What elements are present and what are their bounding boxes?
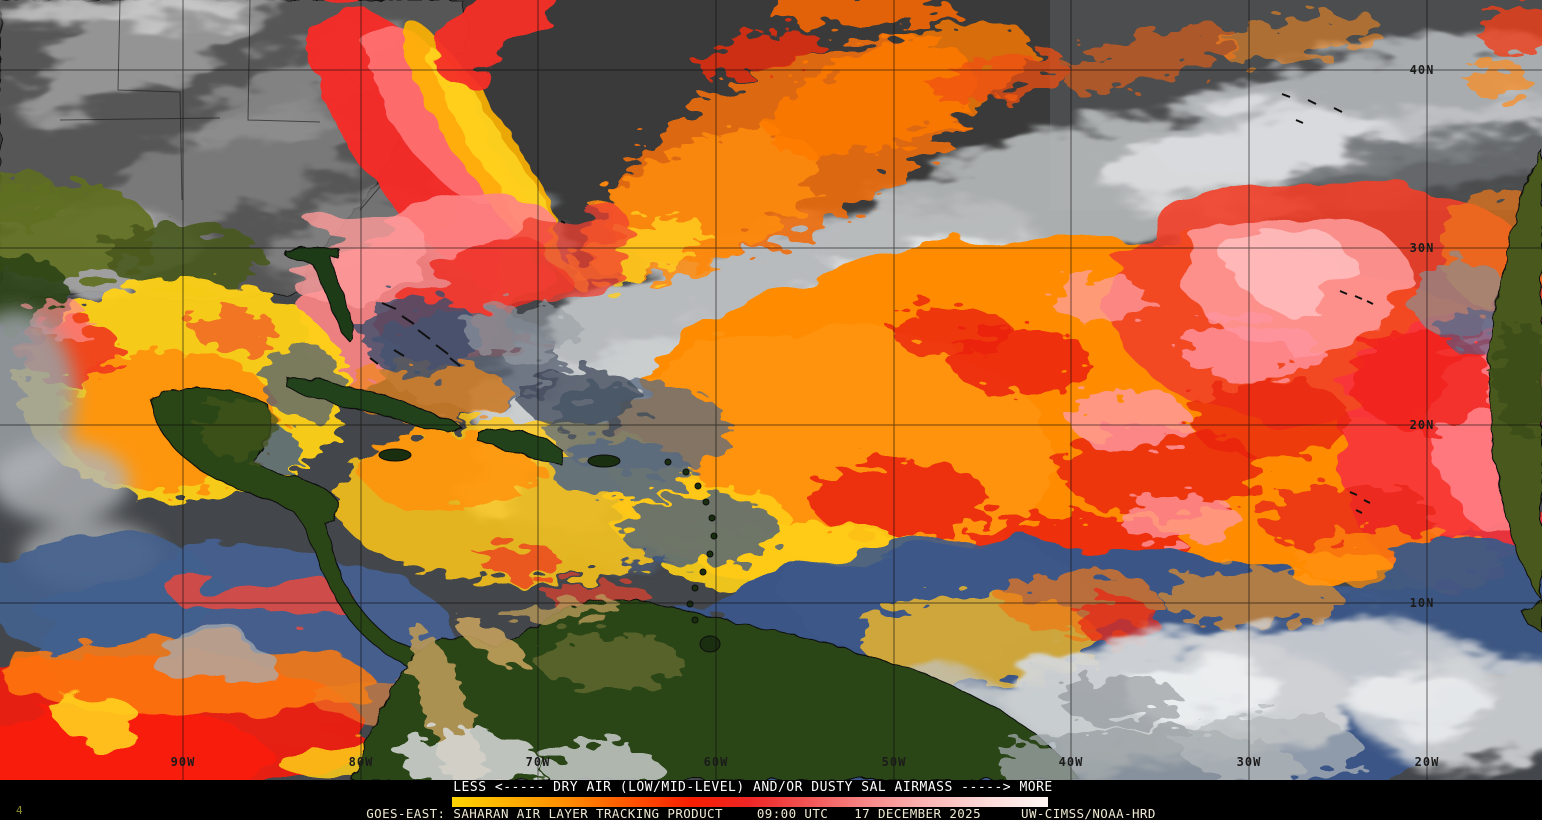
colorbar [452,797,1048,807]
latitude-label: 10N [1410,596,1435,610]
product-footer: LESS <----- DRY AIR (LOW/MID-LEVEL) AND/… [0,780,1542,820]
island-outlines [369,93,1374,514]
longitude-label: 50W [882,755,907,769]
azores-outlines [1281,93,1343,124]
puerto-rico [587,454,621,468]
us-vegetation-patches [0,170,265,330]
jamaica [378,448,412,462]
footer-product: GOES-EAST: SAHARAN AIR LAYER TRACKING PR… [366,806,723,820]
land-overlays [200,320,1542,780]
canary-outlines [1339,290,1374,305]
satellite-scene: 40N 30N 20N 10N 90W 80W 70W 60W 50W 40W … [0,0,1542,780]
footer-credit: UW-CIMSS/NOAA-HRD [1021,806,1156,820]
longitude-label: 60W [704,755,729,769]
cuba-land [285,376,464,433]
longitude-label: 70W [526,755,551,769]
bermuda-dot [560,220,566,224]
small-islands [378,448,721,653]
latitude-label: 30N [1410,241,1435,255]
satellite-map: 40N 30N 20N 10N 90W 80W 70W 60W 50W 40W … [0,0,1542,780]
africa-guinea-coast [1521,599,1542,633]
bahamas-outlines [369,302,461,367]
cape-verde-outlines [1349,491,1371,514]
longitude-label: 80W [349,755,374,769]
frame-marker: 4 [16,804,23,817]
graticule-lines [0,0,1542,780]
longitude-label: 90W [171,755,196,769]
longitude-label: 30W [1237,755,1262,769]
graticule-labels: 40N 30N 20N 10N 90W 80W 70W 60W 50W 40W … [171,63,1440,769]
legend-caption: LESS <----- DRY AIR (LOW/MID-LEVEL) AND/… [453,780,1053,795]
florida-land [284,245,356,342]
footer-time: 09:00 UTC [756,806,829,820]
credit-row: GOES-EAST: SAHARAN AIR LAYER TRACKING PR… [0,807,1532,820]
footer-date: 17 DECEMBER 2025 [854,806,982,820]
longitude-label: 40W [1059,755,1084,769]
trinidad [699,635,721,653]
longitude-label: 20W [1415,755,1440,769]
latitude-label: 40N [1410,63,1435,77]
hispaniola-land [477,427,565,464]
latitude-label: 20N [1410,418,1435,432]
